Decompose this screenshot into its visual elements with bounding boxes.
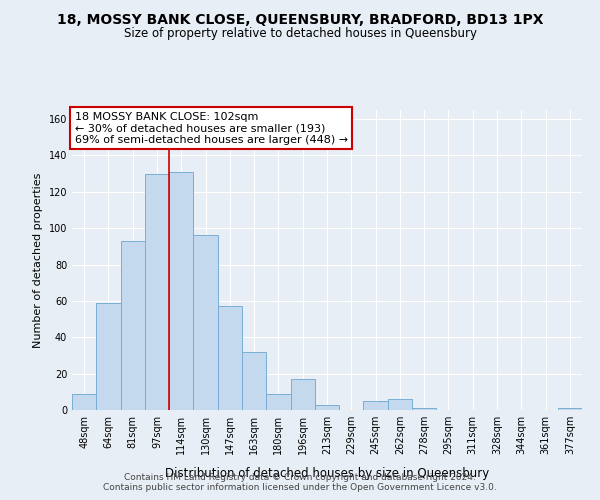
Text: Contains HM Land Registry data © Crown copyright and database right 2024.
Contai: Contains HM Land Registry data © Crown c…	[103, 473, 497, 492]
Bar	[96, 302, 121, 410]
Text: 18, MOSSY BANK CLOSE, QUEENSBURY, BRADFORD, BD13 1PX: 18, MOSSY BANK CLOSE, QUEENSBURY, BRADFO…	[57, 12, 543, 26]
Bar	[242, 352, 266, 410]
Bar	[72, 394, 96, 410]
Bar	[290, 379, 315, 410]
Bar	[218, 306, 242, 410]
Bar	[121, 241, 145, 410]
Bar	[412, 408, 436, 410]
Bar	[388, 399, 412, 410]
Text: Size of property relative to detached houses in Queensbury: Size of property relative to detached ho…	[124, 28, 476, 40]
Bar	[315, 404, 339, 410]
Bar	[169, 172, 193, 410]
Bar	[558, 408, 582, 410]
Text: Distribution of detached houses by size in Queensbury: Distribution of detached houses by size …	[165, 467, 489, 480]
Text: 18 MOSSY BANK CLOSE: 102sqm
← 30% of detached houses are smaller (193)
69% of se: 18 MOSSY BANK CLOSE: 102sqm ← 30% of det…	[74, 112, 347, 144]
Bar	[266, 394, 290, 410]
Bar	[145, 174, 169, 410]
Y-axis label: Number of detached properties: Number of detached properties	[33, 172, 43, 348]
Bar	[364, 401, 388, 410]
Bar	[193, 236, 218, 410]
